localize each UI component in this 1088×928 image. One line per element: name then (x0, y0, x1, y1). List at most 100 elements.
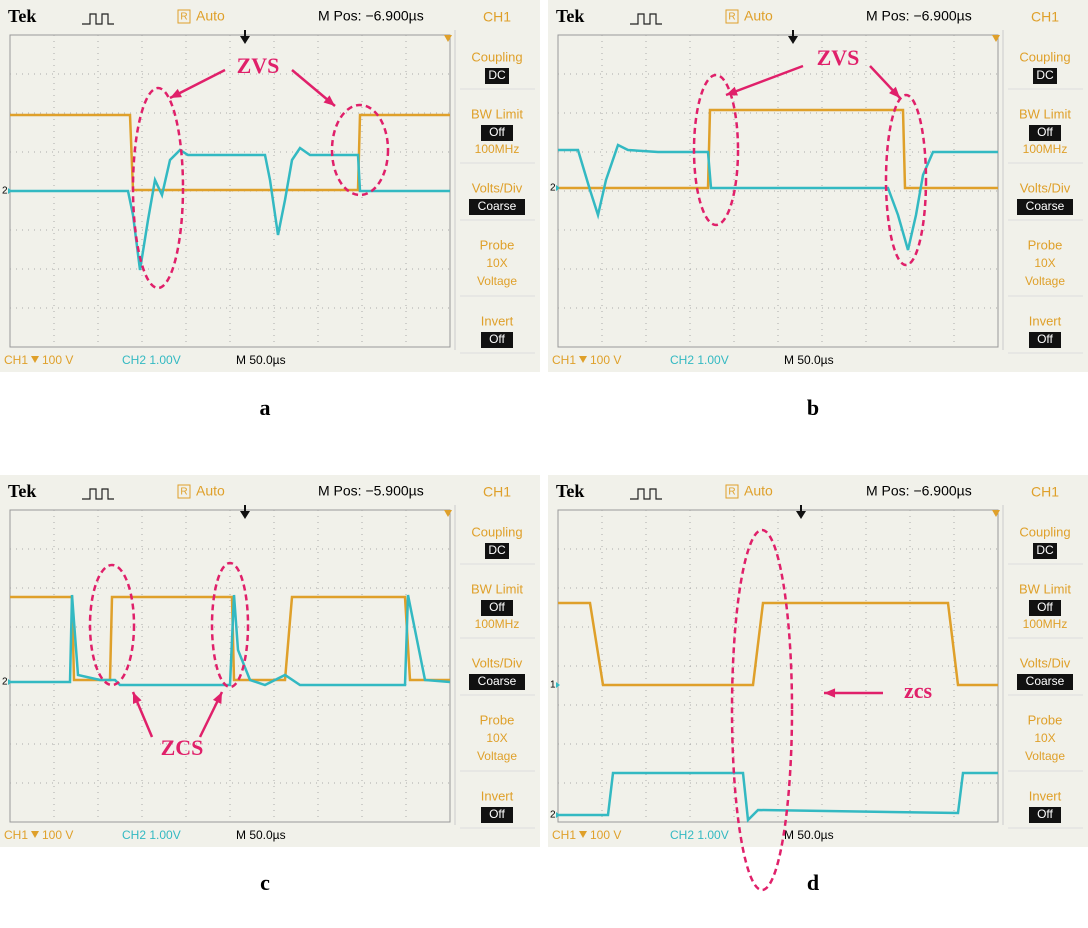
menu-line: 10X (1034, 731, 1055, 745)
menu-value: DC (488, 543, 506, 557)
caption: d (807, 870, 819, 895)
menu-value: Coarse (478, 199, 517, 213)
menu-value: Off (1037, 600, 1053, 614)
menu-title: Probe (1028, 712, 1063, 727)
menu-channel: CH1 (1031, 9, 1059, 25)
brand: Tek (8, 481, 36, 501)
menu-title: Coupling (1019, 524, 1070, 539)
trigger-mode: Auto (744, 8, 773, 24)
menu-note: 100MHz (1023, 617, 1068, 631)
trigger-icon: R (728, 12, 735, 23)
menu-title: Coupling (1019, 49, 1070, 64)
footer-ch2: CH2 1.00V (670, 353, 729, 367)
menu-line: 10X (486, 256, 507, 270)
channel-marker: 2 (550, 183, 556, 194)
menu-value: Off (1037, 332, 1053, 346)
caption: a (260, 395, 271, 420)
menu-value: Off (489, 807, 505, 821)
footer-timebase: M 50.0µs (236, 828, 286, 842)
menu-channel: CH1 (483, 484, 511, 500)
menu-title: Invert (1029, 313, 1062, 328)
caption: c (260, 870, 270, 895)
menu-title: Invert (481, 313, 514, 328)
menu-line: 10X (486, 731, 507, 745)
footer-ch1: CH1 (552, 353, 576, 367)
footer-ch2: CH2 1.00V (122, 828, 181, 842)
screen (0, 475, 540, 847)
brand: Tek (556, 6, 584, 26)
trigger-icon: R (180, 487, 187, 498)
trigger-mode: Auto (196, 483, 225, 499)
position: M Pos: −6.900µs (866, 483, 972, 499)
menu-note: 100MHz (475, 617, 520, 631)
footer-ch1: CH1 (4, 353, 28, 367)
annotation: ZCS (161, 735, 204, 760)
channel-marker: 2 (550, 810, 556, 821)
annotation: ZVS (817, 45, 860, 70)
menu-title: Volts/Div (472, 180, 523, 195)
channel-marker: 2 (2, 186, 8, 197)
menu-title: BW Limit (471, 106, 523, 121)
menu-title: BW Limit (1019, 106, 1071, 121)
position: M Pos: −6.900µs (866, 8, 972, 24)
menu-note: 100MHz (475, 142, 520, 156)
trigger-mode: Auto (196, 8, 225, 24)
menu-title: Invert (481, 788, 514, 803)
channel-marker: 1 (550, 680, 556, 691)
menu-channel: CH1 (483, 9, 511, 25)
menu-value: DC (488, 68, 506, 82)
menu-line: Voltage (477, 274, 517, 288)
menu-note: 100MHz (1023, 142, 1068, 156)
position: M Pos: −6.900µs (318, 8, 424, 24)
brand: Tek (556, 481, 584, 501)
menu-title: Invert (1029, 788, 1062, 803)
footer-timebase: M 50.0µs (236, 353, 286, 367)
menu-value: Off (1037, 125, 1053, 139)
scope-panel: Tek R Auto M Pos: −6.900µs CH1 1 2 Coupling DC BW… (548, 475, 1088, 895)
menu-title: Volts/Div (472, 655, 523, 670)
annotation: zcs (904, 678, 933, 703)
footer-ch1: CH1 (4, 828, 28, 842)
caption: b (807, 395, 819, 420)
menu-value: Off (1037, 807, 1053, 821)
footer-ch1-scale: 100 V (42, 828, 73, 842)
menu-value: Coarse (1026, 674, 1065, 688)
menu-title: BW Limit (1019, 581, 1071, 596)
trigger-mode: Auto (744, 483, 773, 499)
menu-value: Off (489, 600, 505, 614)
menu-title: Volts/Div (1020, 655, 1071, 670)
trigger-icon: R (180, 12, 187, 23)
footer-timebase: M 50.0µs (784, 353, 834, 367)
screen (548, 475, 1088, 847)
trigger-icon: R (728, 487, 735, 498)
menu-channel: CH1 (1031, 484, 1059, 500)
brand: Tek (8, 6, 36, 26)
annotation: ZVS (237, 53, 280, 78)
footer-ch1: CH1 (552, 828, 576, 842)
menu-title: BW Limit (471, 581, 523, 596)
menu-value: Coarse (1026, 199, 1065, 213)
figure: Tek R Auto M Pos: −6.900µs CH1 2 Coupling DC BW … (0, 0, 1088, 928)
footer-ch1-scale: 100 V (42, 353, 73, 367)
footer-ch2: CH2 1.00V (670, 828, 729, 842)
menu-value: Off (489, 125, 505, 139)
channel-marker: 2 (2, 677, 8, 688)
position: M Pos: −5.900µs (318, 483, 424, 499)
menu-value: DC (1036, 543, 1054, 557)
menu-line: Voltage (477, 749, 517, 763)
menu-title: Probe (1028, 237, 1063, 252)
menu-value: DC (1036, 68, 1054, 82)
menu-value: Coarse (478, 674, 517, 688)
menu-title: Probe (480, 237, 515, 252)
page: Tek R Auto M Pos: −6.900µs CH1 2 Coupling DC BW … (0, 0, 1088, 928)
menu-title: Coupling (471, 524, 522, 539)
footer-ch1-scale: 100 V (590, 353, 621, 367)
menu-title: Volts/Div (1020, 180, 1071, 195)
footer-timebase: M 50.0µs (784, 828, 834, 842)
footer-ch2: CH2 1.00V (122, 353, 181, 367)
menu-line: Voltage (1025, 749, 1065, 763)
scope-panel: Tek R Auto M Pos: −6.900µs CH1 2 Coupling DC BW … (548, 0, 1088, 420)
scope-panel: Tek R Auto M Pos: −5.900µs CH1 2 Coupling DC BW … (0, 475, 540, 895)
menu-line: 10X (1034, 256, 1055, 270)
